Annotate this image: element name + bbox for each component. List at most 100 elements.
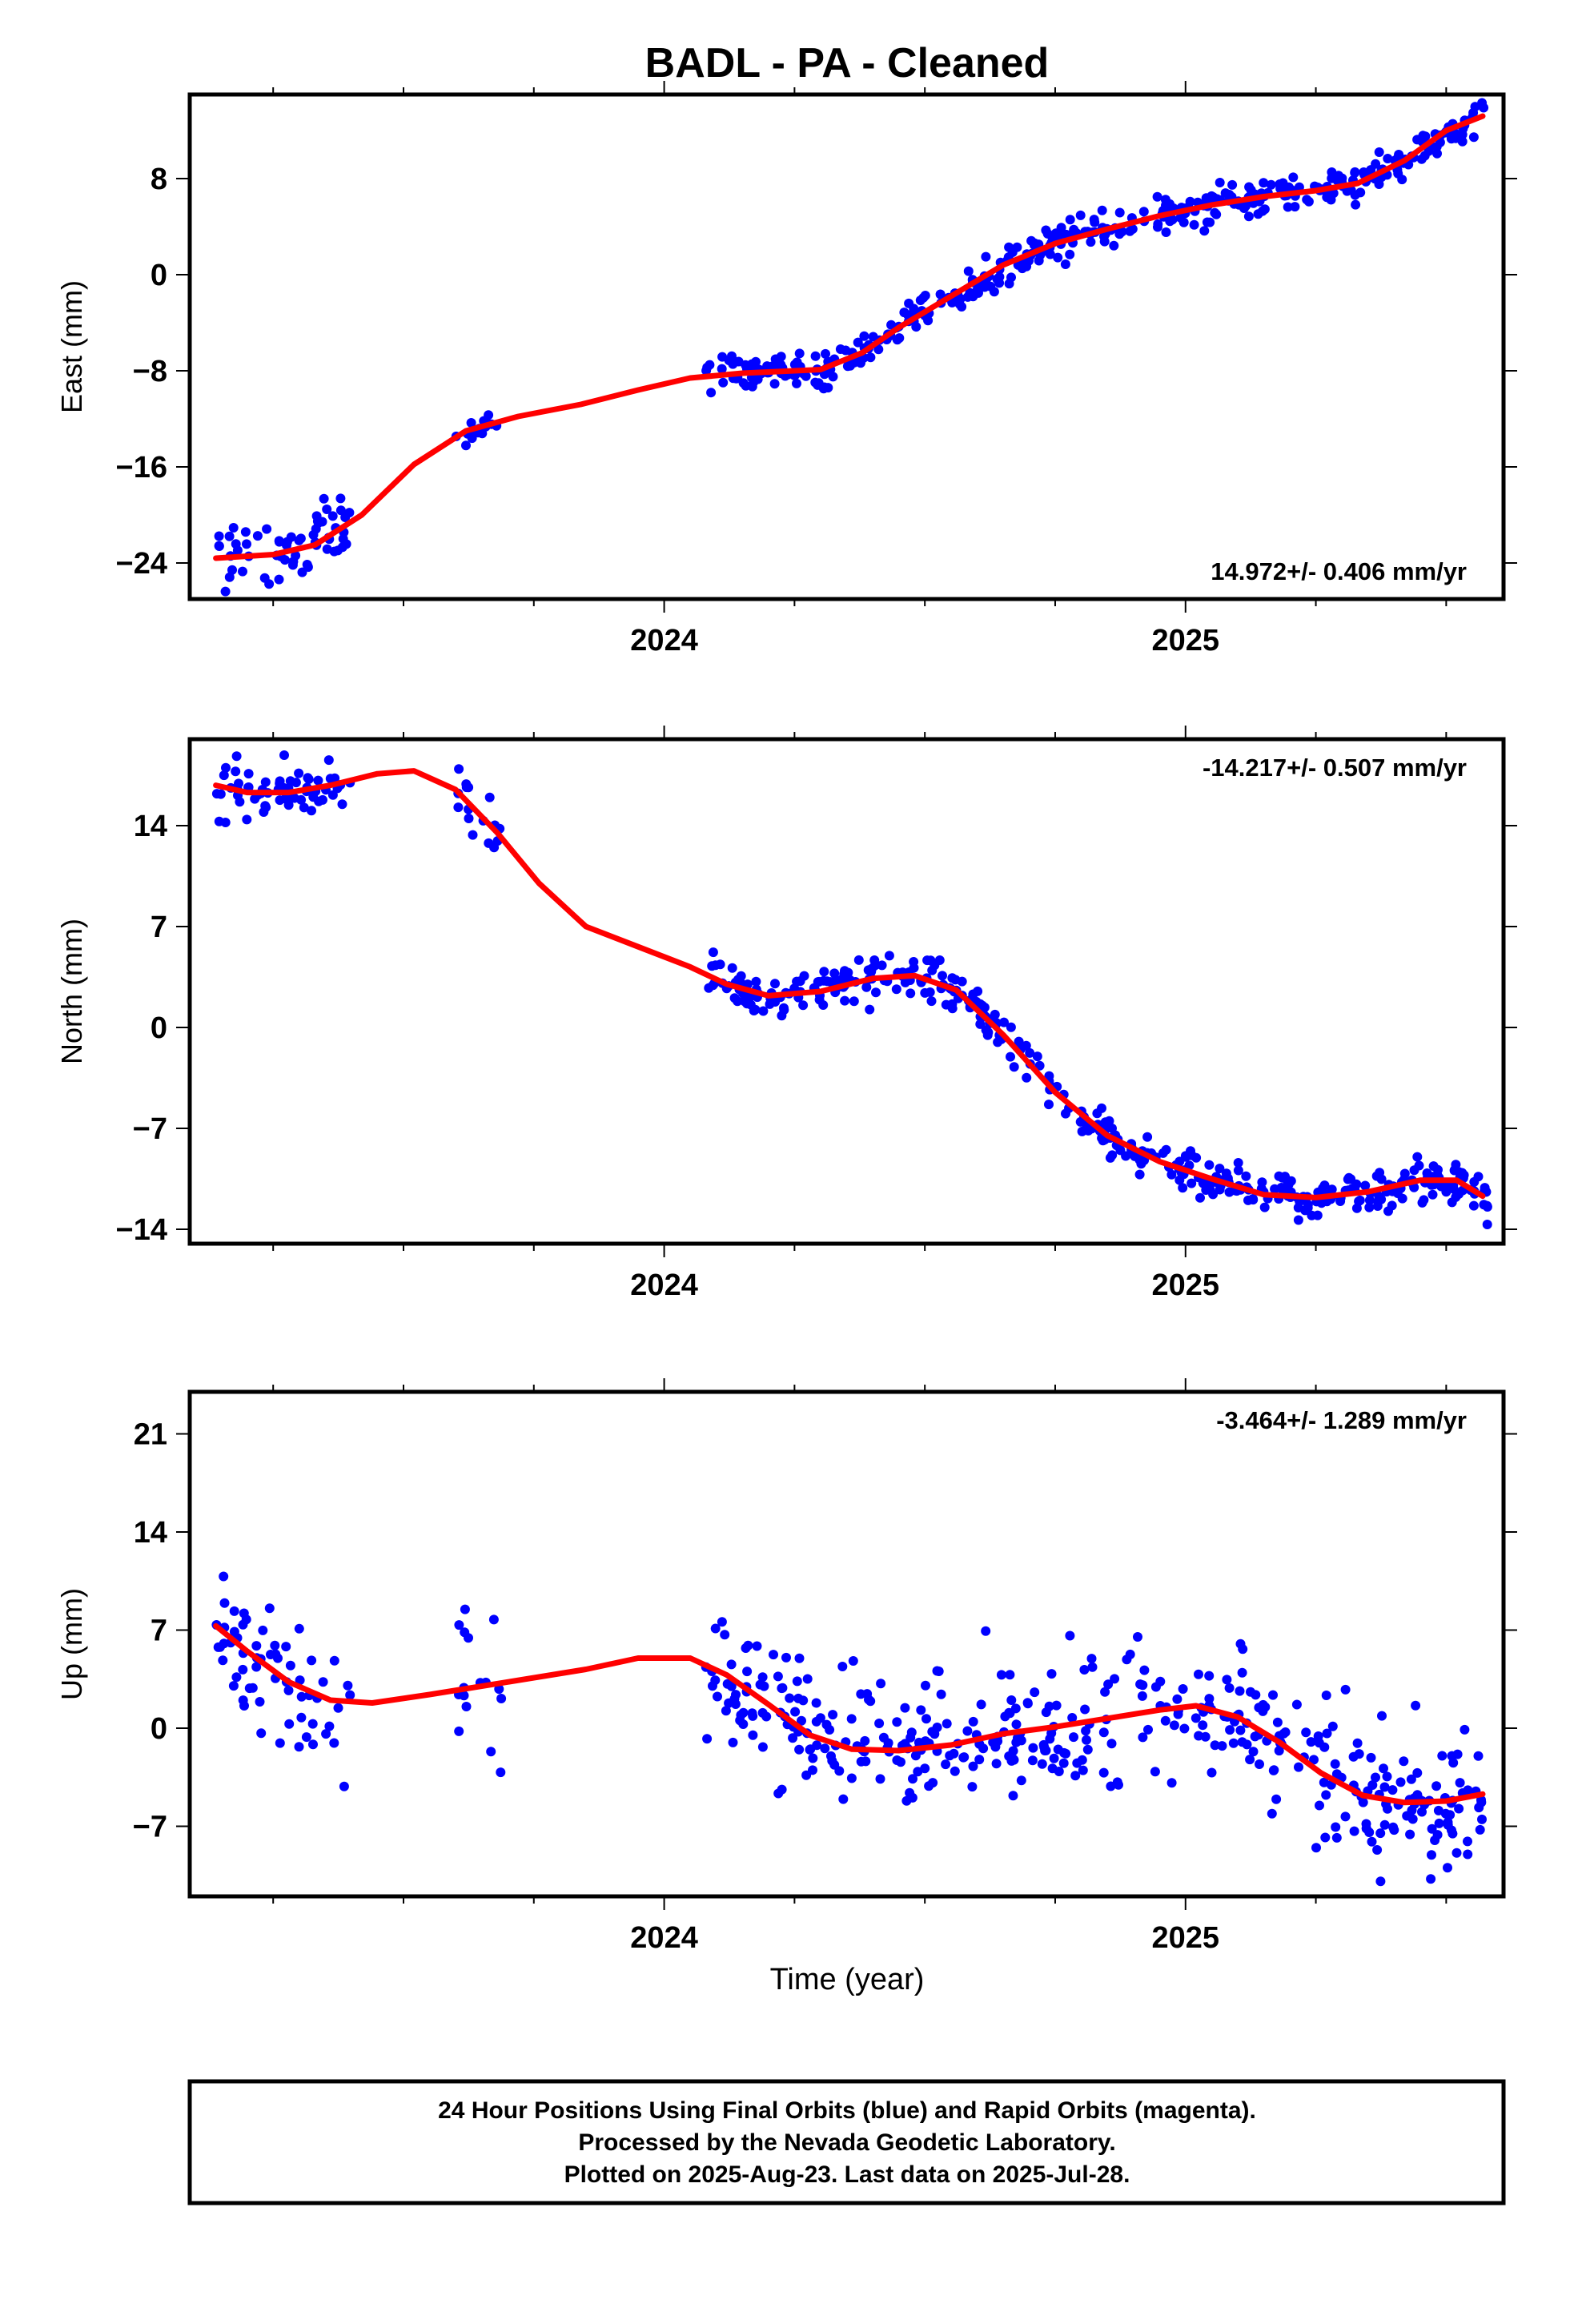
data-point: [228, 523, 239, 533]
data-point: [1065, 215, 1075, 225]
data-point: [224, 572, 235, 582]
data-point: [338, 533, 348, 544]
data-point: [318, 1677, 328, 1687]
data-point: [1178, 1183, 1188, 1193]
data-point: [841, 345, 851, 356]
data-point: [1259, 178, 1269, 188]
data-point: [810, 351, 821, 361]
x-tick-label: 2024: [630, 1921, 698, 1955]
data-point: [1110, 1674, 1120, 1684]
data-point: [1143, 1724, 1153, 1735]
data-point: [849, 996, 859, 1007]
data-point: [274, 574, 284, 585]
data-point: [986, 281, 996, 292]
data-point: [925, 987, 935, 997]
data-point: [1290, 202, 1300, 212]
data-point: [994, 271, 1005, 282]
data-point: [1361, 1823, 1371, 1834]
data-point: [1202, 217, 1212, 227]
data-point: [733, 996, 743, 1007]
data-point: [1070, 1771, 1081, 1781]
data-point: [1303, 1203, 1313, 1213]
data-point: [1340, 1684, 1351, 1695]
data-point: [1082, 1735, 1091, 1745]
data-point: [1374, 147, 1384, 157]
data-point: [1103, 1679, 1114, 1690]
data-point: [1222, 1675, 1232, 1685]
data-point: [1014, 1036, 1024, 1047]
data-point: [1172, 1694, 1182, 1704]
data-point: [1161, 227, 1171, 237]
data-point: [294, 1742, 304, 1752]
data-point: [1350, 167, 1360, 178]
y-tick-label: 0: [151, 259, 167, 292]
data-point: [1271, 1794, 1282, 1804]
data-point: [1060, 259, 1070, 269]
data-point: [1377, 1711, 1387, 1721]
data-point: [781, 1652, 791, 1663]
data-point: [296, 1691, 307, 1702]
data-point: [728, 1737, 738, 1747]
data-point: [801, 1770, 812, 1780]
data-point: [875, 1774, 885, 1784]
data-point: [828, 1710, 838, 1720]
data-point: [1006, 1022, 1016, 1032]
data-point: [941, 1759, 951, 1770]
data-point: [794, 1744, 805, 1755]
data-point: [704, 983, 714, 993]
data-point: [923, 316, 934, 326]
data-point: [1349, 1826, 1359, 1836]
data-point: [231, 751, 242, 762]
data-point: [1098, 1727, 1109, 1738]
data-point: [922, 955, 933, 966]
data-point: [464, 782, 474, 793]
data-point: [976, 1699, 986, 1710]
data-point: [275, 795, 285, 806]
data-point: [232, 545, 243, 556]
data-point: [214, 531, 224, 541]
data-point: [755, 1679, 765, 1690]
data-point: [1235, 1725, 1246, 1735]
data-point: [1372, 1845, 1383, 1855]
data-point: [464, 814, 474, 823]
data-point: [1419, 151, 1430, 161]
fit-line-up: [213, 1622, 1486, 1806]
data-point: [770, 979, 780, 989]
data-point: [846, 1714, 857, 1724]
data-point: [327, 511, 338, 521]
data-point: [238, 566, 247, 577]
data-point: [1375, 1876, 1386, 1887]
data-point: [243, 769, 254, 779]
data-point: [1155, 1676, 1166, 1687]
y-tick-label: −16: [116, 451, 167, 485]
data-point: [1204, 1671, 1215, 1681]
data-point: [242, 814, 252, 825]
y-tick-label: 21: [134, 1418, 167, 1452]
data-point: [1482, 1220, 1492, 1229]
data-point: [1100, 1687, 1110, 1697]
data-point: [861, 982, 872, 992]
data-point: [1104, 1116, 1114, 1126]
data-point: [1217, 1741, 1227, 1751]
data-point: [739, 996, 749, 1007]
data-point: [1169, 1720, 1179, 1731]
data-point: [865, 352, 876, 363]
data-point: [1245, 1755, 1255, 1765]
data-point: [1200, 1731, 1211, 1742]
data-point: [727, 963, 737, 973]
data-point: [718, 377, 729, 388]
data-point: [291, 550, 301, 561]
data-point: [814, 976, 824, 987]
data-point: [1312, 1210, 1323, 1220]
data-point: [1098, 1767, 1109, 1778]
data-point: [1382, 1771, 1392, 1782]
data-point: [873, 344, 884, 355]
data-point: [864, 1695, 873, 1705]
data-point: [1191, 1152, 1202, 1163]
data-point: [1243, 211, 1254, 222]
data-point: [296, 794, 307, 805]
data-point: [1090, 217, 1100, 227]
data-point: [717, 352, 728, 362]
data-point: [231, 766, 241, 777]
data-point: [861, 1756, 871, 1767]
